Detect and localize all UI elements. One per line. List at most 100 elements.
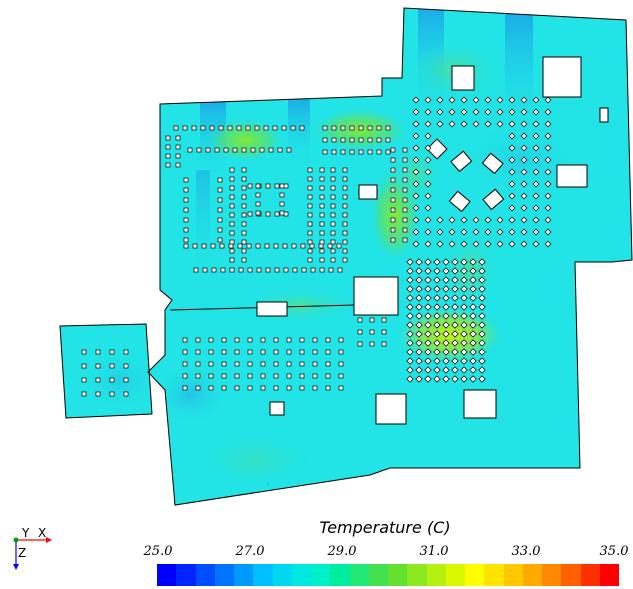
rack-marker bbox=[195, 385, 201, 391]
rack-marker bbox=[221, 373, 227, 379]
rack-marker bbox=[484, 240, 492, 248]
rack-marker bbox=[544, 180, 552, 188]
rack-marker bbox=[424, 180, 432, 188]
rack-marker bbox=[472, 96, 480, 104]
rack-marker bbox=[508, 108, 516, 116]
rack-marker bbox=[229, 221, 235, 227]
colorbar-swatch bbox=[272, 564, 292, 586]
rack-marker bbox=[406, 375, 414, 383]
rack-marker bbox=[520, 168, 528, 176]
rack-marker bbox=[192, 243, 198, 249]
rack-marker bbox=[402, 207, 408, 213]
floor-plan-temperature-map bbox=[59, 7, 633, 506]
rack-marker bbox=[340, 125, 346, 131]
rack-marker bbox=[424, 357, 432, 365]
rack-marker bbox=[81, 391, 87, 397]
rack-marker bbox=[433, 276, 441, 284]
rack-marker bbox=[123, 363, 129, 369]
rack-marker bbox=[478, 285, 486, 293]
colorbar-swatch bbox=[195, 564, 215, 586]
rack-marker bbox=[381, 329, 387, 335]
rack-marker bbox=[367, 149, 373, 155]
rack-marker bbox=[247, 267, 253, 273]
rack-marker bbox=[217, 187, 223, 193]
rack-marker bbox=[286, 147, 292, 153]
rack-marker bbox=[433, 321, 441, 329]
rack-marker bbox=[402, 197, 408, 203]
rack-marker bbox=[390, 147, 396, 153]
colorbar-swatch bbox=[542, 564, 562, 586]
rack-marker bbox=[237, 243, 243, 249]
rack-marker bbox=[385, 125, 391, 131]
rack-marker bbox=[442, 357, 450, 365]
legend-tick: 25.0 bbox=[143, 544, 173, 559]
rack-marker bbox=[312, 373, 318, 379]
rack-marker bbox=[274, 183, 280, 189]
rack-markers bbox=[81, 96, 552, 397]
rack-marker bbox=[319, 267, 325, 273]
rack-marker bbox=[195, 361, 201, 367]
rack-marker bbox=[478, 258, 486, 266]
rack-marker bbox=[532, 132, 540, 140]
rack-marker bbox=[390, 157, 396, 163]
rack-marker bbox=[217, 227, 223, 233]
rack-marker bbox=[210, 243, 216, 249]
rack-marker bbox=[532, 156, 540, 164]
rack-marker bbox=[182, 385, 188, 391]
rack-marker bbox=[520, 96, 528, 104]
rack-marker bbox=[390, 237, 396, 243]
colorbar-swatch bbox=[311, 564, 331, 586]
rack-marker bbox=[424, 120, 432, 128]
rack-marker bbox=[246, 243, 252, 249]
rack-marker bbox=[412, 216, 420, 224]
rack-marker bbox=[402, 147, 408, 153]
rack-marker bbox=[307, 257, 313, 263]
rack-marker bbox=[544, 120, 552, 128]
rack-marker bbox=[451, 285, 459, 293]
rack-marker bbox=[319, 203, 325, 209]
rack-marker bbox=[318, 243, 324, 249]
rack-marker bbox=[532, 168, 540, 176]
rack-marker bbox=[442, 339, 450, 347]
rack-marker bbox=[325, 385, 331, 391]
rack-marker bbox=[508, 216, 516, 224]
rack-marker bbox=[433, 294, 441, 302]
rack-marker bbox=[221, 361, 227, 367]
rack-marker bbox=[460, 267, 468, 275]
rack-marker bbox=[532, 204, 540, 212]
rack-marker bbox=[433, 348, 441, 356]
rack-marker bbox=[433, 339, 441, 347]
rack-marker bbox=[349, 137, 355, 143]
rack-marker bbox=[478, 366, 486, 374]
rack-marker bbox=[234, 337, 240, 343]
rack-marker bbox=[221, 337, 227, 343]
rack-marker bbox=[433, 366, 441, 374]
rack-marker bbox=[484, 108, 492, 116]
rack-marker bbox=[299, 125, 305, 131]
rack-marker bbox=[349, 149, 355, 155]
rack-marker bbox=[173, 125, 179, 131]
rack-marker bbox=[241, 212, 247, 218]
rack-marker bbox=[319, 221, 325, 227]
rack-marker bbox=[478, 321, 486, 329]
rack-marker bbox=[299, 373, 305, 379]
rack-marker bbox=[415, 303, 423, 311]
rack-marker bbox=[265, 211, 271, 217]
rack-marker bbox=[520, 240, 528, 248]
rack-marker bbox=[520, 192, 528, 200]
axis-z-label: Z bbox=[18, 546, 27, 560]
rack-marker bbox=[358, 149, 364, 155]
rack-marker bbox=[369, 341, 375, 347]
rack-marker bbox=[338, 361, 344, 367]
rack-marker bbox=[322, 149, 328, 155]
rack-marker bbox=[319, 248, 325, 254]
rack-marker bbox=[424, 108, 432, 116]
rack-marker bbox=[241, 221, 247, 227]
rack-marker bbox=[256, 267, 262, 273]
rack-marker bbox=[520, 204, 528, 212]
rack-marker bbox=[187, 147, 193, 153]
rack-marker bbox=[451, 348, 459, 356]
rack-marker bbox=[469, 357, 477, 365]
rack-marker bbox=[268, 147, 274, 153]
rack-marker bbox=[109, 349, 115, 355]
